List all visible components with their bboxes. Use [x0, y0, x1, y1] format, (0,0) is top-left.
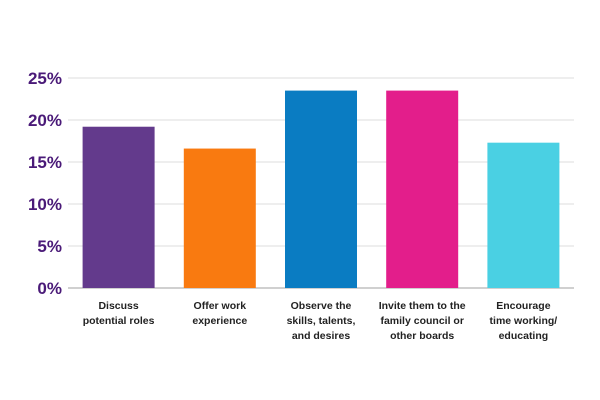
bar	[285, 90, 357, 288]
x-axis-labels: Discuss potential roles Offer work experien…	[83, 300, 558, 342]
bars	[82, 90, 560, 288]
x-tick-label: Discuss potential roles	[83, 300, 155, 327]
y-tick-label: 0%	[37, 279, 62, 298]
x-tick-label: Encourage time working/educating	[490, 300, 558, 342]
y-axis-ticks: 0% 5% 10% 15% 20% 25%	[28, 69, 62, 298]
y-tick-label: 10%	[28, 195, 62, 214]
bar	[386, 90, 459, 288]
bar	[183, 148, 256, 288]
x-tick-label: Offer work experience	[192, 300, 247, 327]
x-tick-label: Observe the skills, talents, and desires	[287, 300, 356, 342]
y-tick-label: 5%	[37, 237, 62, 256]
x-tick-label: Invite them to the family council or other…	[379, 300, 466, 342]
y-tick-label: 25%	[28, 69, 62, 88]
bar	[82, 126, 155, 288]
bar	[487, 142, 560, 288]
y-tick-label: 15%	[28, 153, 62, 172]
y-tick-label: 20%	[28, 111, 62, 130]
